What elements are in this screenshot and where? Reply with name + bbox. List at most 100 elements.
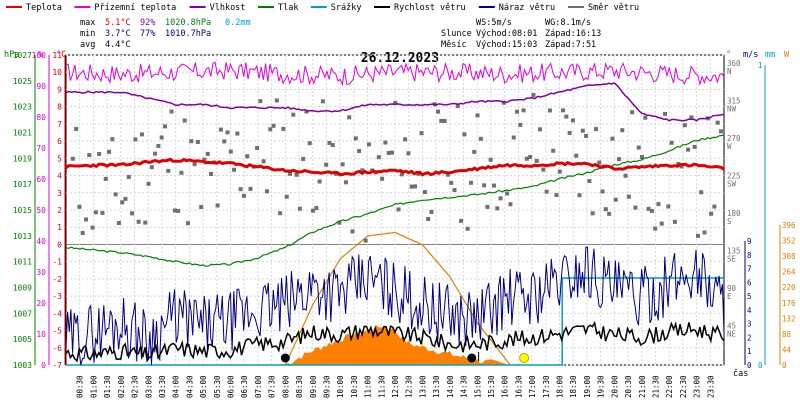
wind-direction-point	[376, 155, 381, 160]
moonset-marker	[467, 353, 477, 363]
wind-direction-point	[465, 226, 470, 231]
wind-direction-point	[287, 171, 292, 176]
wind-direction-point	[462, 132, 467, 137]
temperature-tick-16: -5	[52, 327, 62, 336]
solar-tick-5: 176	[782, 299, 796, 308]
wind-direction-point	[702, 230, 707, 235]
wind-direction-point	[235, 131, 240, 136]
wind-direction-point	[659, 221, 664, 226]
temperature-tick-5: 6	[57, 137, 62, 146]
stats-min-press: 1010.7hPa	[165, 29, 211, 39]
direction-tick-6: 90	[727, 284, 737, 293]
wind-direction-point	[515, 109, 520, 114]
temperature-tick-9: 2	[57, 206, 62, 215]
wind-direction-point	[554, 192, 559, 197]
x-tick-label-45: 23:00	[693, 375, 702, 398]
solar-tick-3: 264	[782, 268, 796, 277]
wind-direction-point	[347, 115, 352, 120]
pressure-tick-7: 1013	[13, 232, 32, 241]
wind-direction-point	[248, 186, 253, 191]
wind-direction-point	[159, 135, 164, 140]
sunrise-marker	[280, 353, 290, 363]
x-tick-label-41: 21:00	[638, 375, 647, 398]
pressure-tick-11: 1005	[13, 335, 32, 344]
x-tick-label-44: 22:30	[679, 375, 688, 398]
wind-direction-point	[340, 162, 345, 167]
legend-label-6: Náraz větru	[499, 3, 555, 13]
stats-min-label: min	[80, 29, 95, 39]
wind-direction-point	[485, 204, 490, 209]
wind-direction-point	[307, 141, 312, 146]
axes: 00:30 01:00 01:30 02:00 02:30 03:00 03:30 04:00…	[13, 51, 796, 398]
wind-direction-point	[547, 108, 552, 113]
wind-direction-point	[656, 202, 661, 207]
x-tick-label-13: 07:00	[254, 375, 263, 398]
wind-direction-point	[593, 127, 598, 132]
wind-direction-point	[508, 202, 513, 207]
wind-direction-point	[146, 181, 151, 186]
wind-tick-5: 4	[747, 306, 752, 315]
pressure-tick-9: 1009	[13, 284, 32, 293]
wind-direction-point	[222, 139, 227, 144]
wind-direction-point	[597, 160, 602, 165]
wind-direction-point	[238, 187, 243, 192]
wind-direction-point	[459, 218, 464, 223]
x-tick-label-8: 04:30	[185, 375, 194, 398]
wind-tick-3: 6	[747, 278, 752, 287]
wind-direction-point	[482, 183, 487, 188]
wind-direction-point	[715, 120, 720, 125]
wind-speed-line	[65, 320, 725, 363]
x-tick-label-16: 08:30	[295, 375, 304, 398]
chart-marks	[65, 61, 725, 366]
x-tick-label-32: 16:30	[514, 375, 523, 398]
wind-direction-point	[472, 149, 477, 154]
unit-wind: m/s	[743, 50, 758, 60]
wind-direction-point	[304, 109, 309, 114]
wind-direction-point	[590, 211, 595, 216]
stats-avg-label: avg	[80, 40, 95, 50]
wind-direction-point	[580, 128, 585, 133]
temperature-tick-3: 8	[57, 103, 62, 112]
wind-direction-point	[409, 184, 414, 189]
legend-label-0: Teplota	[26, 3, 62, 13]
wind-direction-point	[202, 157, 207, 162]
direction-tick-0: 360	[727, 59, 741, 68]
wind-direction-point	[162, 124, 167, 129]
x-tick-label-18: 09:30	[322, 375, 331, 398]
wind-direction-point	[139, 132, 144, 137]
stats-min-temp: 3.7°C	[105, 29, 131, 39]
wind-direction-point	[179, 170, 184, 175]
wind-direction-point	[574, 153, 579, 158]
wind-tick-2: 7	[747, 265, 752, 274]
wind-direction-point	[281, 126, 286, 131]
wind-direction-point	[570, 118, 575, 123]
wind-direction-point	[521, 108, 526, 113]
x-tick-label-17: 09:00	[309, 375, 318, 398]
wind-direction-point	[413, 184, 418, 189]
legend-label-5: Rychlost větru	[394, 3, 466, 13]
wind-direction-point	[133, 137, 138, 142]
wind-direction-point	[156, 143, 161, 148]
wind-direction-point	[278, 211, 283, 216]
humidity-tick-8: 20	[36, 299, 46, 308]
wind-direction-point	[192, 162, 197, 167]
pressure-tick-0: 1027	[13, 51, 32, 60]
wind-direction-point	[640, 154, 645, 159]
wind-direction-point	[357, 149, 362, 154]
wind-direction-point	[360, 168, 365, 173]
unit-time: čas	[733, 368, 748, 379]
wind-direction-point	[268, 127, 273, 132]
x-tick-label-4: 02:30	[131, 375, 140, 398]
x-tick-label-43: 22:00	[665, 375, 674, 398]
direction-tick-7: 45	[727, 322, 736, 331]
x-tick-label-24: 12:30	[405, 375, 414, 398]
x-tick-label-42: 21:30	[651, 375, 660, 398]
unit-humidity: %	[38, 50, 43, 60]
stats-max-hum: 92%	[140, 18, 155, 28]
wind-direction-point	[699, 190, 704, 195]
unit-solar: W	[784, 50, 790, 60]
wind-direction-point	[363, 238, 368, 243]
wind-direction-point	[538, 127, 543, 132]
